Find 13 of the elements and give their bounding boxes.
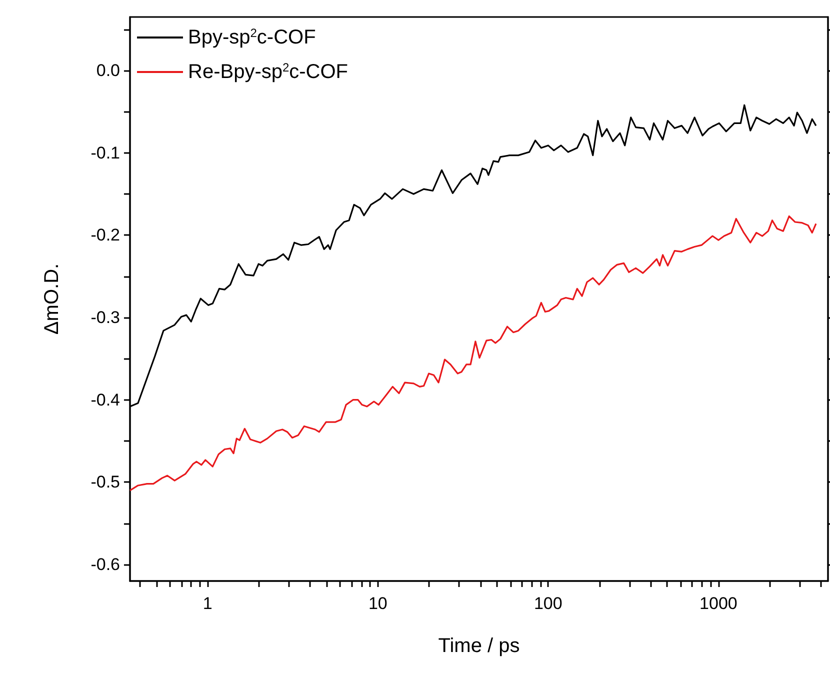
x-tick-label: 100 — [534, 594, 562, 613]
x-tick-label: 10 — [368, 594, 388, 613]
y-tick-label: -0.6 — [90, 555, 120, 574]
y-axis-title: ΔmO.D. — [41, 263, 63, 335]
y-tick-label: -0.1 — [90, 143, 120, 162]
y-tick-label: -0.4 — [90, 390, 120, 410]
x-tick-label: 1 — [202, 594, 212, 613]
x-tick-label: 1000 — [700, 594, 738, 613]
y-tick-label: -0.5 — [90, 472, 120, 492]
y-tick-label: -0.3 — [90, 308, 120, 328]
y-tick-label: -0.2 — [90, 226, 120, 245]
y-tick-label: 0.0 — [96, 61, 120, 80]
x-axis-title: Time / ps — [438, 635, 520, 657]
